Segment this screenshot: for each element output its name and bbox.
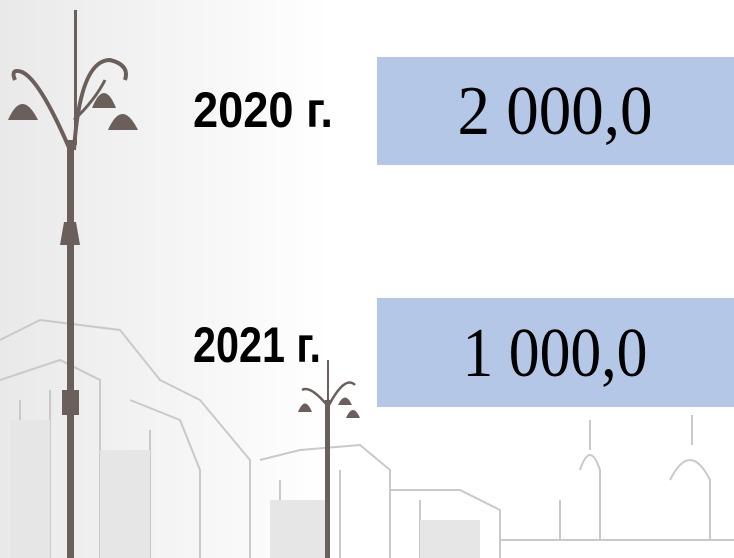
lamp-post-small xyxy=(298,360,360,558)
value-text: 2 000,0 xyxy=(458,73,653,150)
lamp-post xyxy=(8,10,138,558)
year-label: 2021 г. xyxy=(193,317,321,373)
value-box xyxy=(377,57,734,165)
value-text: 1 000,0 xyxy=(463,315,648,392)
city-fill xyxy=(10,420,480,558)
value-box xyxy=(377,298,734,407)
year-label: 2020 г. xyxy=(193,82,333,138)
